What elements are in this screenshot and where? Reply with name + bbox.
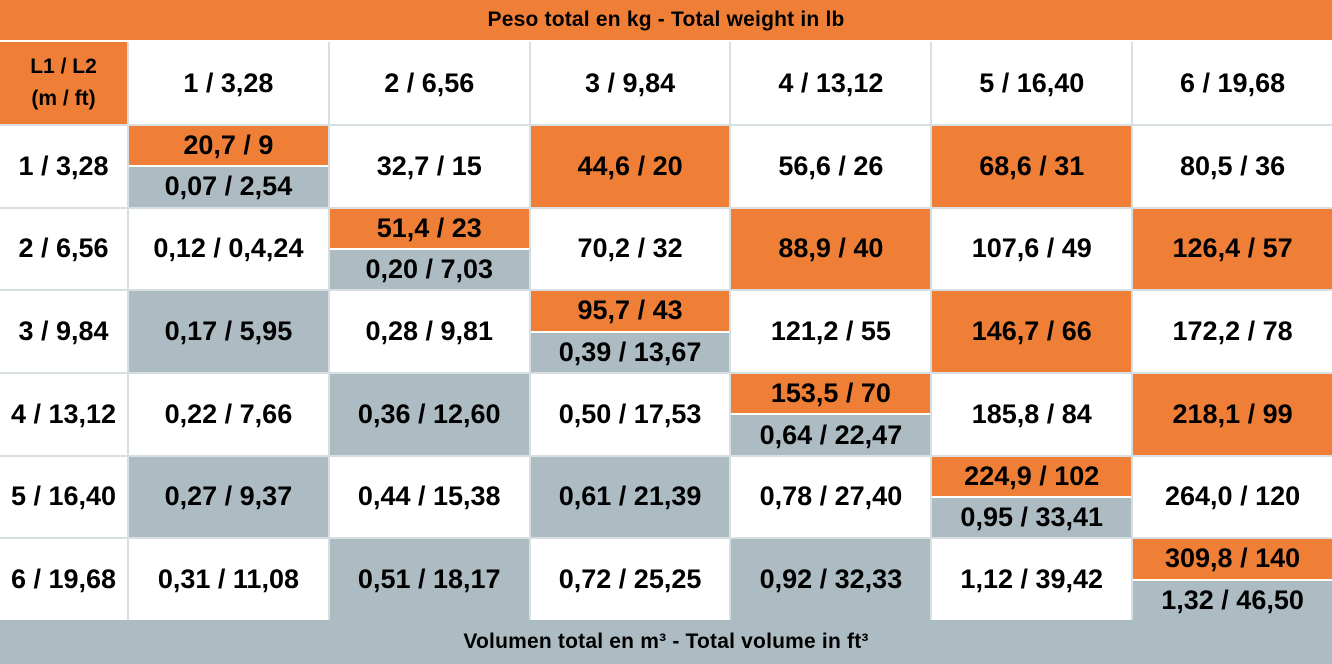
table-cell: 0,22 / 7,66 — [129, 373, 328, 455]
weight-cell: 146,7 / 66 — [932, 291, 1132, 372]
table-cell: 172,2 / 78 — [1133, 291, 1332, 372]
corner-line-2: (m / ft) — [31, 87, 96, 110]
table-cell: 0,50 / 17,53 — [530, 373, 730, 455]
table-cell: 121,2 / 55 — [731, 291, 931, 372]
table-cell: 0,78 / 27,40 — [731, 456, 931, 538]
table-grid: L1 / L2 (m / ft) 1 / 3,28 2 / 6,56 3 / 9,8… — [0, 42, 1332, 620]
weight-value: 153,5 / 70 — [731, 373, 931, 416]
weight-value: 95,7 / 43 — [530, 291, 730, 333]
table-cell: 32,7 / 15 — [329, 126, 529, 207]
table-cell: 107,6 / 49 — [932, 208, 1132, 290]
weight-cell: 126,4 / 57 — [1133, 208, 1332, 290]
column-header: 4 / 13,12 — [731, 42, 931, 124]
weight-cell: 88,9 / 40 — [731, 208, 931, 290]
volume-banner: Volumen total en m³ - Total volume in ft… — [0, 620, 1332, 664]
weight-cell: 44,6 / 20 — [530, 126, 730, 207]
volume-cell: 0,92 / 32,33 — [731, 539, 931, 620]
row-header: 1 / 3,28 — [0, 126, 127, 207]
volume-cell: 0,36 / 12,60 — [329, 373, 529, 455]
column-header: 3 / 9,84 — [530, 42, 730, 124]
corner-line-1: L1 / L2 — [30, 55, 97, 78]
row-header: 5 / 16,40 — [0, 456, 127, 538]
weight-cell: 68,6 / 31 — [932, 126, 1132, 207]
weight-value: 224,9 / 102 — [932, 456, 1132, 498]
row-header: 4 / 13,12 — [0, 373, 127, 455]
diagonal-cell: 20,7 / 9 0,07 / 2,54 — [129, 126, 328, 207]
table-cell: 185,8 / 84 — [932, 373, 1132, 455]
table-cell: 0,31 / 11,08 — [129, 539, 328, 620]
weight-cell: 218,1 / 99 — [1133, 373, 1332, 455]
table-cell: 0,72 / 25,25 — [530, 539, 730, 620]
volume-cell: 0,27 / 9,37 — [129, 456, 328, 538]
table-cell: 0,12 / 0,4,24 — [129, 208, 328, 290]
diagonal-cell: 309,8 / 140 1,32 / 46,50 — [1133, 539, 1332, 620]
diagonal-cell: 95,7 / 43 0,39 / 13,67 — [530, 291, 730, 372]
column-header: 2 / 6,56 — [329, 42, 529, 124]
table-cell: 264,0 / 120 — [1133, 456, 1332, 538]
weight-value: 309,8 / 140 — [1133, 539, 1332, 581]
volume-value: 0,07 / 2,54 — [129, 167, 328, 207]
table-cell: 0,28 / 9,81 — [329, 291, 529, 372]
diagonal-cell: 51,4 / 23 0,20 / 7,03 — [329, 208, 529, 290]
table-cell: 80,5 / 36 — [1133, 126, 1332, 207]
table-cell: 70,2 / 32 — [530, 208, 730, 290]
row-header: 3 / 9,84 — [0, 291, 127, 372]
column-header: 1 / 3,28 — [129, 42, 328, 124]
table-cell: 0,44 / 15,38 — [329, 456, 529, 538]
column-header: 5 / 16,40 — [932, 42, 1132, 124]
volume-value: 0,20 / 7,03 — [329, 250, 529, 290]
volume-value: 1,32 / 46,50 — [1133, 580, 1332, 620]
row-header: 6 / 19,68 — [0, 539, 127, 620]
volume-cell: 0,51 / 18,17 — [329, 539, 529, 620]
table-cell: 56,6 / 26 — [731, 126, 931, 207]
volume-value: 0,64 / 22,47 — [731, 415, 931, 455]
volume-value: 0,39 / 13,67 — [530, 332, 730, 372]
weight-banner: Peso total en kg - Total weight in lb — [0, 0, 1332, 40]
column-header: 6 / 19,68 — [1133, 42, 1332, 124]
weight-value: 20,7 / 9 — [129, 126, 328, 168]
row-header: 2 / 6,56 — [0, 208, 127, 290]
corner-header: L1 / L2 (m / ft) — [0, 42, 127, 124]
diagonal-cell: 153,5 / 70 0,64 / 22,47 — [731, 373, 931, 455]
volume-cell: 0,61 / 21,39 — [530, 456, 730, 538]
table-cell: 1,12 / 39,42 — [932, 539, 1132, 620]
volume-value: 0,95 / 33,41 — [932, 498, 1132, 538]
volume-cell: 0,17 / 5,95 — [129, 291, 328, 372]
diagonal-cell: 224,9 / 102 0,95 / 33,41 — [932, 456, 1132, 538]
weight-value: 51,4 / 23 — [329, 208, 529, 250]
